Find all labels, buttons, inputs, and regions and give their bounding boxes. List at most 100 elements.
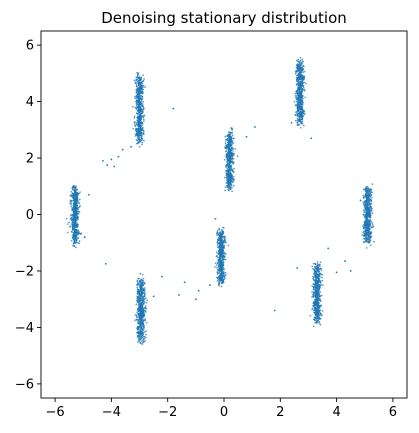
scatter-point (110, 158, 113, 161)
scatter-point (302, 71, 304, 74)
scatter-point (139, 128, 142, 131)
scatter-point (75, 223, 77, 226)
scatter-point (303, 89, 306, 92)
scatter-point (143, 139, 145, 142)
scatter-point (220, 269, 223, 272)
scatter-point (137, 115, 140, 118)
scatter-point (227, 172, 229, 174)
scatter-point (140, 312, 143, 315)
scatter-point (221, 266, 224, 269)
scatter-point (141, 121, 144, 124)
scatter-point (138, 91, 140, 94)
scatter-point (142, 284, 144, 287)
scatter-point (141, 280, 144, 283)
scatter-point (228, 163, 231, 166)
scatter-point (226, 134, 228, 137)
scatter-point (369, 222, 372, 224)
scatter-point (76, 237, 78, 239)
x-tick-label: 4 (332, 405, 340, 420)
scatter-point (230, 157, 233, 160)
scatter-point (135, 107, 138, 110)
scatter-point (317, 310, 320, 313)
scatter-point (78, 206, 81, 208)
scatter-point (69, 200, 72, 202)
scatter-point (142, 91, 144, 94)
scatter-point (136, 134, 139, 137)
scatter-point (359, 199, 362, 202)
scatter-point (320, 294, 323, 297)
scatter-point (71, 188, 74, 190)
scatter-point (71, 199, 73, 202)
scatter-point (304, 96, 306, 99)
scatter-point (218, 245, 221, 248)
scatter-point (138, 335, 141, 337)
scatter-point (312, 302, 315, 305)
scatter-point (74, 190, 77, 193)
scatter-point (75, 214, 78, 217)
scatter-point (143, 289, 146, 291)
scatter-point (80, 232, 83, 235)
scatter-point (140, 305, 143, 308)
scatter-point (138, 93, 141, 96)
scatter-point (139, 337, 142, 340)
scatter-point (73, 189, 75, 192)
scatter-point (312, 262, 315, 265)
scatter-point (219, 258, 222, 261)
scatter-point (318, 298, 321, 300)
scatter-point (76, 224, 78, 227)
scatter-point (142, 325, 144, 328)
scatter-point (70, 190, 73, 193)
scatter-point (218, 227, 221, 230)
scatter-point (71, 213, 74, 216)
scatter-point (317, 273, 320, 276)
scatter-point (140, 307, 143, 309)
scatter-point (140, 90, 143, 93)
x-tick-label: 2 (276, 405, 284, 420)
scatter-point (290, 121, 293, 124)
scatter-point (229, 188, 232, 191)
scatter-point (224, 146, 227, 149)
scatter-point (302, 124, 305, 127)
scatter-point (142, 341, 145, 344)
scatter-point (369, 190, 371, 193)
scatter-point (370, 220, 373, 223)
scatter-point (367, 237, 369, 240)
scatter-point (74, 186, 76, 189)
scatter-point (222, 230, 224, 232)
scatter-point (222, 258, 224, 260)
scatter-point (136, 341, 139, 343)
scatter-point (70, 216, 73, 219)
scatter-point (321, 279, 324, 282)
scatter-point (220, 228, 223, 231)
scatter-point (232, 150, 234, 152)
scatter-point (369, 188, 372, 191)
scatter-point (136, 142, 138, 145)
scatter-point (141, 105, 144, 107)
scatter-point (138, 146, 141, 148)
scatter-point (315, 303, 317, 306)
scatter-point (140, 295, 142, 298)
scatter-point (137, 121, 140, 124)
scatter-point (78, 211, 81, 213)
scatter-point (295, 104, 297, 106)
scatter-point (314, 270, 316, 273)
scatter-point (134, 81, 137, 84)
scatter-point (145, 330, 147, 332)
x-tick-label: −6 (45, 405, 64, 420)
scatter-point (75, 199, 78, 202)
scatter-point (317, 315, 319, 318)
scatter-point (222, 249, 224, 251)
scatter-point (137, 312, 140, 315)
scatter-point (371, 212, 374, 214)
scatter-point (321, 310, 324, 312)
scatter-point (142, 84, 145, 87)
scatter-point (133, 121, 136, 123)
scatter-point (296, 100, 298, 103)
scatter-point (140, 136, 142, 138)
scatter-point (297, 98, 300, 101)
chart-title: Denoising stationary distribution (101, 9, 347, 27)
scatter-point (71, 209, 74, 211)
scatter-point (135, 85, 138, 88)
scatter-point (300, 69, 303, 72)
scatter-point (68, 226, 71, 228)
